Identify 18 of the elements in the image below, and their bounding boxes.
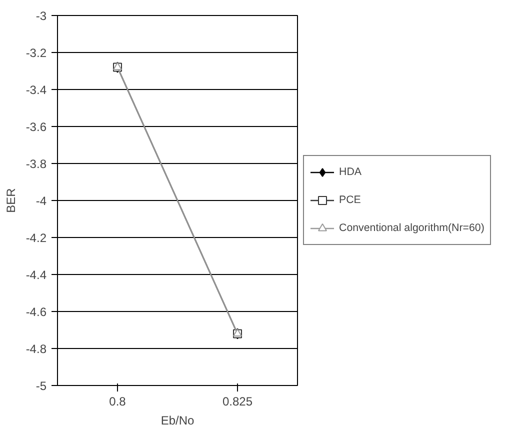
y-tick-label: -4.6: [26, 305, 47, 319]
y-tick-label: -4.4: [26, 268, 47, 282]
legend-label: Conventional algorithm(Nr=60): [339, 222, 484, 234]
x-tick-label: 0.825: [222, 394, 253, 408]
y-tick-label: -3: [36, 9, 47, 23]
y-tick-label: -4.8: [26, 342, 47, 356]
legend-label: HDA: [339, 166, 362, 178]
y-tick-label: -3.6: [26, 120, 47, 134]
y-tick-label: -5: [36, 379, 47, 393]
legend-label: PCE: [339, 194, 361, 206]
y-tick-label: -4: [36, 194, 47, 208]
x-tick-label: 0.8: [109, 394, 126, 408]
y-tick-label: -3.8: [26, 157, 47, 171]
y-tick-label: -3.2: [26, 46, 47, 60]
y-axis-title: BER: [4, 188, 18, 213]
x-axis-title: Eb/No: [160, 414, 194, 428]
y-tick-label: -3.4: [26, 83, 47, 97]
y-tick-label: -4.2: [26, 231, 47, 245]
